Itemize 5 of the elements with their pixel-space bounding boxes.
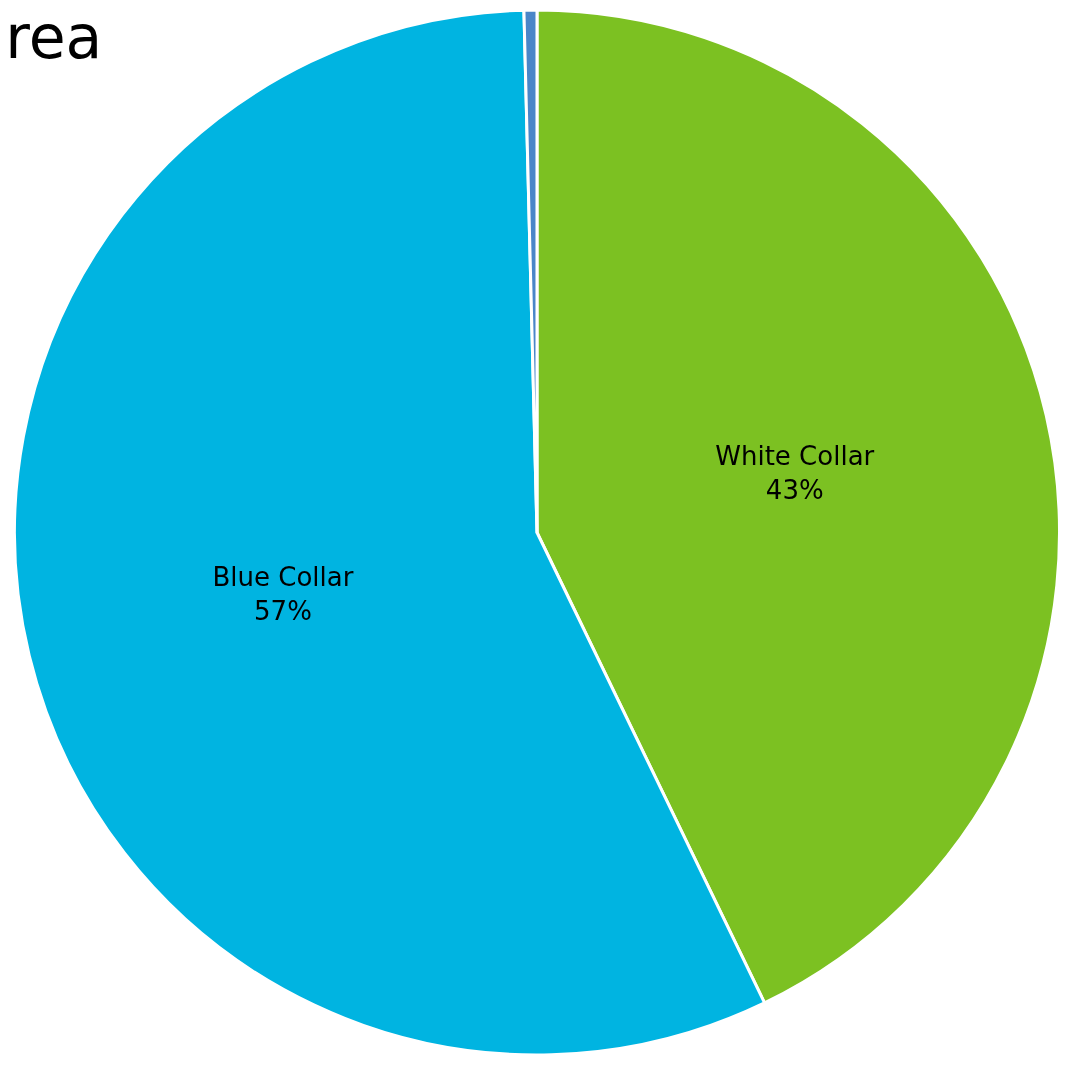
slice-label: Blue Collar	[212, 562, 354, 593]
data-label: 43%	[765, 475, 824, 506]
data-label: 57%	[254, 595, 312, 626]
slice-label: White Collar	[715, 441, 875, 472]
chart-title: rea	[5, 1, 103, 72]
